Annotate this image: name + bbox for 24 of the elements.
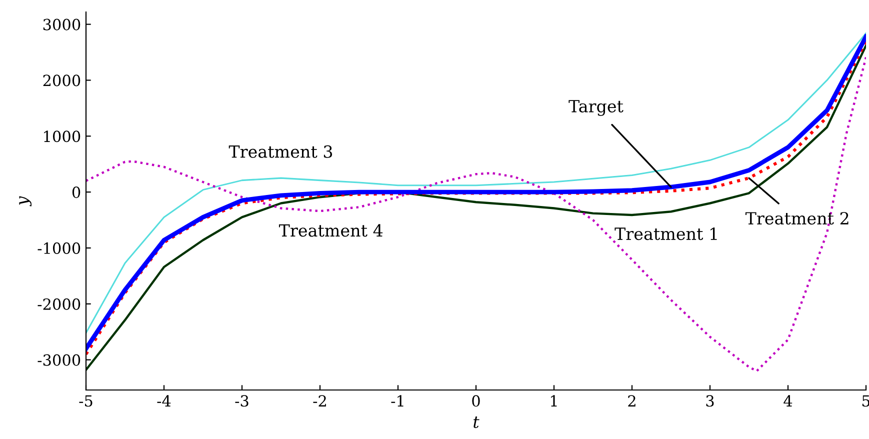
x-tick-label: 4 xyxy=(784,395,792,406)
x-tick-label: -4 xyxy=(157,395,171,406)
y-tick-label: -1000 xyxy=(38,242,80,254)
annotation: Treatment 2 xyxy=(745,212,848,225)
annotation: Treatment 1 xyxy=(614,227,717,240)
x-tick-label: -2 xyxy=(313,395,326,406)
x-tick-label: 1 xyxy=(551,395,557,406)
y-axis-title: y xyxy=(19,196,32,206)
y-tick-label: 3000 xyxy=(43,18,80,30)
annotation: Target xyxy=(568,100,624,116)
y-tick-label: 0 xyxy=(72,186,80,198)
x-tick-label: 2 xyxy=(628,395,636,406)
y-tick-label: 2000 xyxy=(43,74,80,86)
x-tick-label: 0 xyxy=(472,395,480,407)
x-tick-label: -5 xyxy=(79,395,92,407)
x-tick-label: 3 xyxy=(706,395,714,407)
x-tick-label: -1 xyxy=(391,395,404,406)
annotation: Treatment 4 xyxy=(278,224,383,237)
x-tick-label: -3 xyxy=(235,395,248,407)
y-tick-label: -3000 xyxy=(38,354,80,366)
x-axis-title: t xyxy=(474,416,480,428)
y-tick-label: -2000 xyxy=(38,298,80,310)
annotation: Treatment 3 xyxy=(228,145,332,158)
y-tick-label: 1000 xyxy=(44,130,80,142)
